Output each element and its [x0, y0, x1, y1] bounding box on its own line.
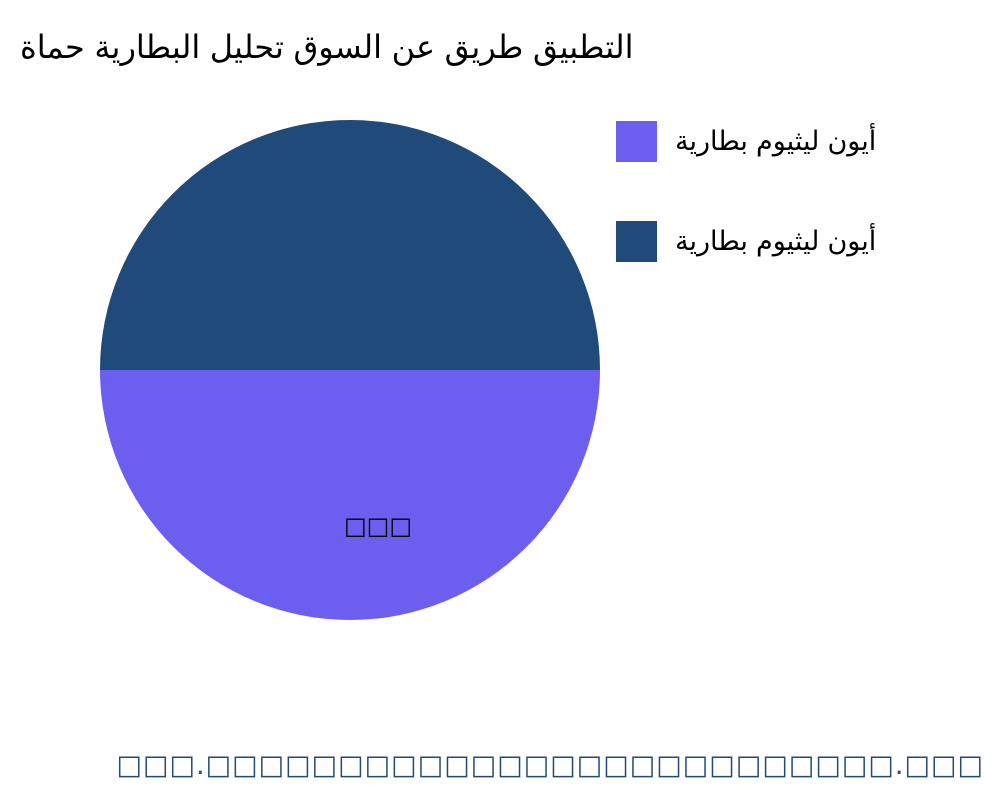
word: السوق	[293, 28, 382, 66]
footer-url: □□□.□□□□□□□□□□□□□□□□□□□□□□□□□□.□□□	[116, 750, 984, 781]
pie-slice	[100, 370, 600, 620]
word: ليثيوم	[756, 225, 820, 257]
word: طريق	[444, 28, 524, 66]
word: البطارية	[94, 28, 201, 66]
word: حماة	[20, 28, 85, 66]
word: التطبيق	[532, 28, 634, 66]
word: عن	[391, 28, 436, 66]
word: بطارية	[675, 125, 748, 157]
word: بطارية	[675, 225, 748, 257]
word: ليثيوم	[756, 125, 820, 157]
slice-label: □□□	[344, 512, 412, 540]
chart-title: حماة البطارية تحليل السوق عن طريق التطبيق	[20, 28, 633, 66]
legend-swatch	[616, 120, 657, 162]
legend-item: بطارية ليثيوم أيون	[616, 220, 876, 262]
legend-item: بطارية ليثيوم أيون	[616, 120, 876, 162]
legend-swatch	[616, 220, 657, 262]
legend-label: بطارية ليثيوم أيون	[675, 126, 876, 157]
legend-label: بطارية ليثيوم أيون	[675, 226, 876, 257]
word: أيون	[827, 125, 877, 157]
word: تحليل	[209, 28, 284, 66]
pie-slice	[100, 120, 600, 370]
word: أيون	[827, 225, 877, 257]
